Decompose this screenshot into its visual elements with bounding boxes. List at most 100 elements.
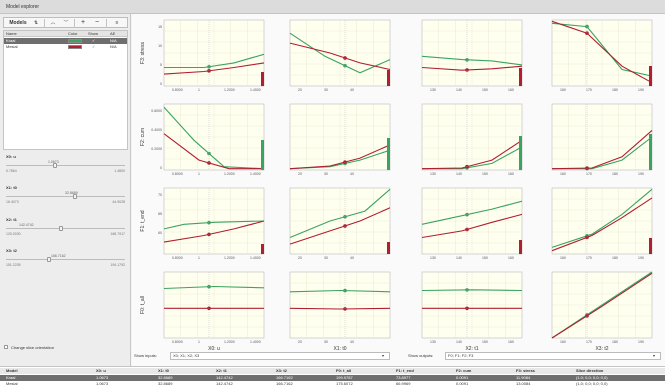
col-header[interactable]: X2: t1 xyxy=(216,368,227,373)
slider-label: X2: t1 xyxy=(6,217,17,222)
result-row[interactable]: Kraal 1.0673 32.8689 142.4742 166.7162 1… xyxy=(0,375,665,381)
col-header[interactable]: F0: t_all xyxy=(336,368,352,373)
y-axis-title: F2: cum xyxy=(140,128,146,146)
show-checkbox[interactable]: ✓ xyxy=(92,44,96,49)
x-tick-label: 0.8000 xyxy=(172,340,183,344)
models-button[interactable]: Models xyxy=(9,20,27,26)
x-tick-label: 0.8000 xyxy=(172,256,183,260)
slice-plot[interactable]: 130 140 150 160 xyxy=(421,271,523,344)
model-color-swatch[interactable] xyxy=(68,39,82,43)
models-toolbar: Models ⇅ ︿ ﹀ + − ≡ xyxy=(3,17,128,28)
slider-handle[interactable] xyxy=(73,194,77,199)
col-color[interactable]: Color xyxy=(68,31,78,36)
slice-plot[interactable]: 0.8000 1 1.2000 1.4000 70 65 60 xyxy=(158,187,265,260)
x-tick-label: 1 xyxy=(198,256,200,260)
col-header[interactable]: X3: t2 xyxy=(276,368,287,373)
cell: (1,0; 0,0; 0,0; 0,0) xyxy=(576,375,608,380)
x-tick-label: 20 xyxy=(298,256,302,260)
slice-plot[interactable]: 160 170 180 190 xyxy=(551,271,653,344)
x-tick-label: 180 xyxy=(612,172,618,176)
slider-handle[interactable] xyxy=(59,226,63,231)
x-axis-title: X1: t0 xyxy=(333,346,346,350)
cell: 13.0084 xyxy=(516,381,531,386)
slice-plot[interactable]: 0.8000 1 1.2000 1.4000 xyxy=(163,271,265,344)
slider-track[interactable] xyxy=(6,165,125,166)
slice-plot[interactable]: 20 30 40 xyxy=(289,187,391,260)
model-color-swatch[interactable] xyxy=(68,45,82,49)
col-header[interactable]: F1: t_end xyxy=(396,368,414,373)
x-tick-label: 170 xyxy=(586,340,592,344)
col-header[interactable]: F2: cum xyxy=(456,368,472,373)
show-inputs-select[interactable]: X0; X1; X2; X3 xyxy=(170,352,390,360)
model-row[interactable]: Mesial ✓ N/A xyxy=(4,44,127,50)
col-header[interactable]: Model xyxy=(6,368,18,373)
error-bar xyxy=(261,140,264,170)
title-bar: Model explorer xyxy=(0,0,665,14)
show-checkbox[interactable]: ✓ xyxy=(92,38,96,43)
add-model-button[interactable]: + xyxy=(80,19,86,26)
chevron-down-icon[interactable]: ﹀ xyxy=(63,20,69,26)
slider-label: X3: t2 xyxy=(6,248,17,253)
series-line-green xyxy=(163,220,265,230)
slice-plot[interactable]: 160 170 180 190 xyxy=(551,103,653,176)
slice-plot[interactable]: 130 140 150 160 xyxy=(421,103,523,176)
x-tick-label: 1 xyxy=(198,88,200,92)
current-point-marker xyxy=(465,58,469,62)
series-line-green xyxy=(289,289,391,293)
slider-handle[interactable] xyxy=(53,163,57,168)
slice-plot[interactable]: 160 170 180 190 xyxy=(551,187,653,260)
col-ae[interactable]: AE xyxy=(110,31,116,36)
y-tick-label: 70 xyxy=(158,193,162,197)
y-tick-label: 5 xyxy=(160,63,162,67)
models-table: Name Color Show AE Kraal ✓ N/A Mesial ✓ … xyxy=(3,30,128,150)
current-point-marker xyxy=(465,288,469,292)
slice-plot[interactable]: 130 140 150 160 xyxy=(421,187,523,260)
col-name[interactable]: Name xyxy=(6,31,17,36)
remove-model-button[interactable]: − xyxy=(94,19,100,26)
slider-handle[interactable] xyxy=(47,257,51,262)
series-line-red xyxy=(551,272,653,339)
slice-plot[interactable]: 0.8000 1 1.2000 1.4000 15 10 5 0 xyxy=(158,19,265,92)
model-row[interactable]: Kraal ✓ N/A xyxy=(4,38,127,44)
chevron-down-icon[interactable]: ▾ xyxy=(653,353,656,358)
slider-max: 1.4800 xyxy=(114,169,125,173)
x-tick-label: 190 xyxy=(638,172,644,176)
col-header[interactable]: X0: u xyxy=(96,368,106,373)
toolbar-divider xyxy=(44,19,45,27)
series-line-green xyxy=(163,285,265,290)
x-tick-label: 190 xyxy=(638,256,644,260)
show-outputs-select[interactable]: F0; F1; F2; F3 xyxy=(445,352,661,360)
col-header[interactable]: F3: stress xyxy=(516,368,535,373)
result-row[interactable]: Mesial 1.0673 32.8689 142.4742 166.7162 … xyxy=(0,381,665,387)
col-header[interactable]: Slice direction xyxy=(576,368,604,373)
error-bar xyxy=(387,70,390,86)
x-tick-label: 0.8000 xyxy=(172,172,183,176)
change-orientation-checkbox[interactable] xyxy=(4,345,8,349)
slider-label: X0: u xyxy=(6,154,16,159)
x-tick-label: 1.4000 xyxy=(250,340,261,344)
slider-track[interactable] xyxy=(6,228,125,229)
series-line-green xyxy=(164,53,265,69)
slider-track[interactable] xyxy=(6,259,125,260)
error-bar xyxy=(519,136,522,170)
slider-track[interactable] xyxy=(6,196,125,197)
col-show[interactable]: Show xyxy=(88,31,99,36)
slice-plot[interactable]: 160 170 180 190 xyxy=(551,19,653,92)
current-point-marker xyxy=(585,235,589,240)
model-ae: N/A xyxy=(110,44,117,49)
x-tick-label: 1.4000 xyxy=(250,88,261,92)
cell: (1,0; 0,0; 0,0; 0,0) xyxy=(576,381,608,386)
slice-plot[interactable]: 20 30 40 xyxy=(289,103,391,176)
col-header[interactable]: X1: t0 xyxy=(158,368,169,373)
y-tick-label: 10 xyxy=(158,44,162,48)
slice-plot[interactable]: 130 140 150 160 xyxy=(421,19,523,92)
sort-icon[interactable]: ⇅ xyxy=(33,20,39,26)
hamburger-icon[interactable]: ≡ xyxy=(115,20,119,26)
chevron-up-icon[interactable]: ︿ xyxy=(50,20,56,26)
slice-plot[interactable]: 20 30 40 xyxy=(289,19,391,92)
chevron-down-icon[interactable]: ▾ xyxy=(382,353,385,358)
slice-plot[interactable]: 0.8000 1 1.2000 1.4000 0.6000 0.4000 0.2000 0 xyxy=(151,103,265,176)
x-tick-label: 160 xyxy=(560,88,566,92)
model-ae: N/A xyxy=(110,38,117,43)
slice-plot[interactable]: 20 30 40 xyxy=(289,271,391,344)
